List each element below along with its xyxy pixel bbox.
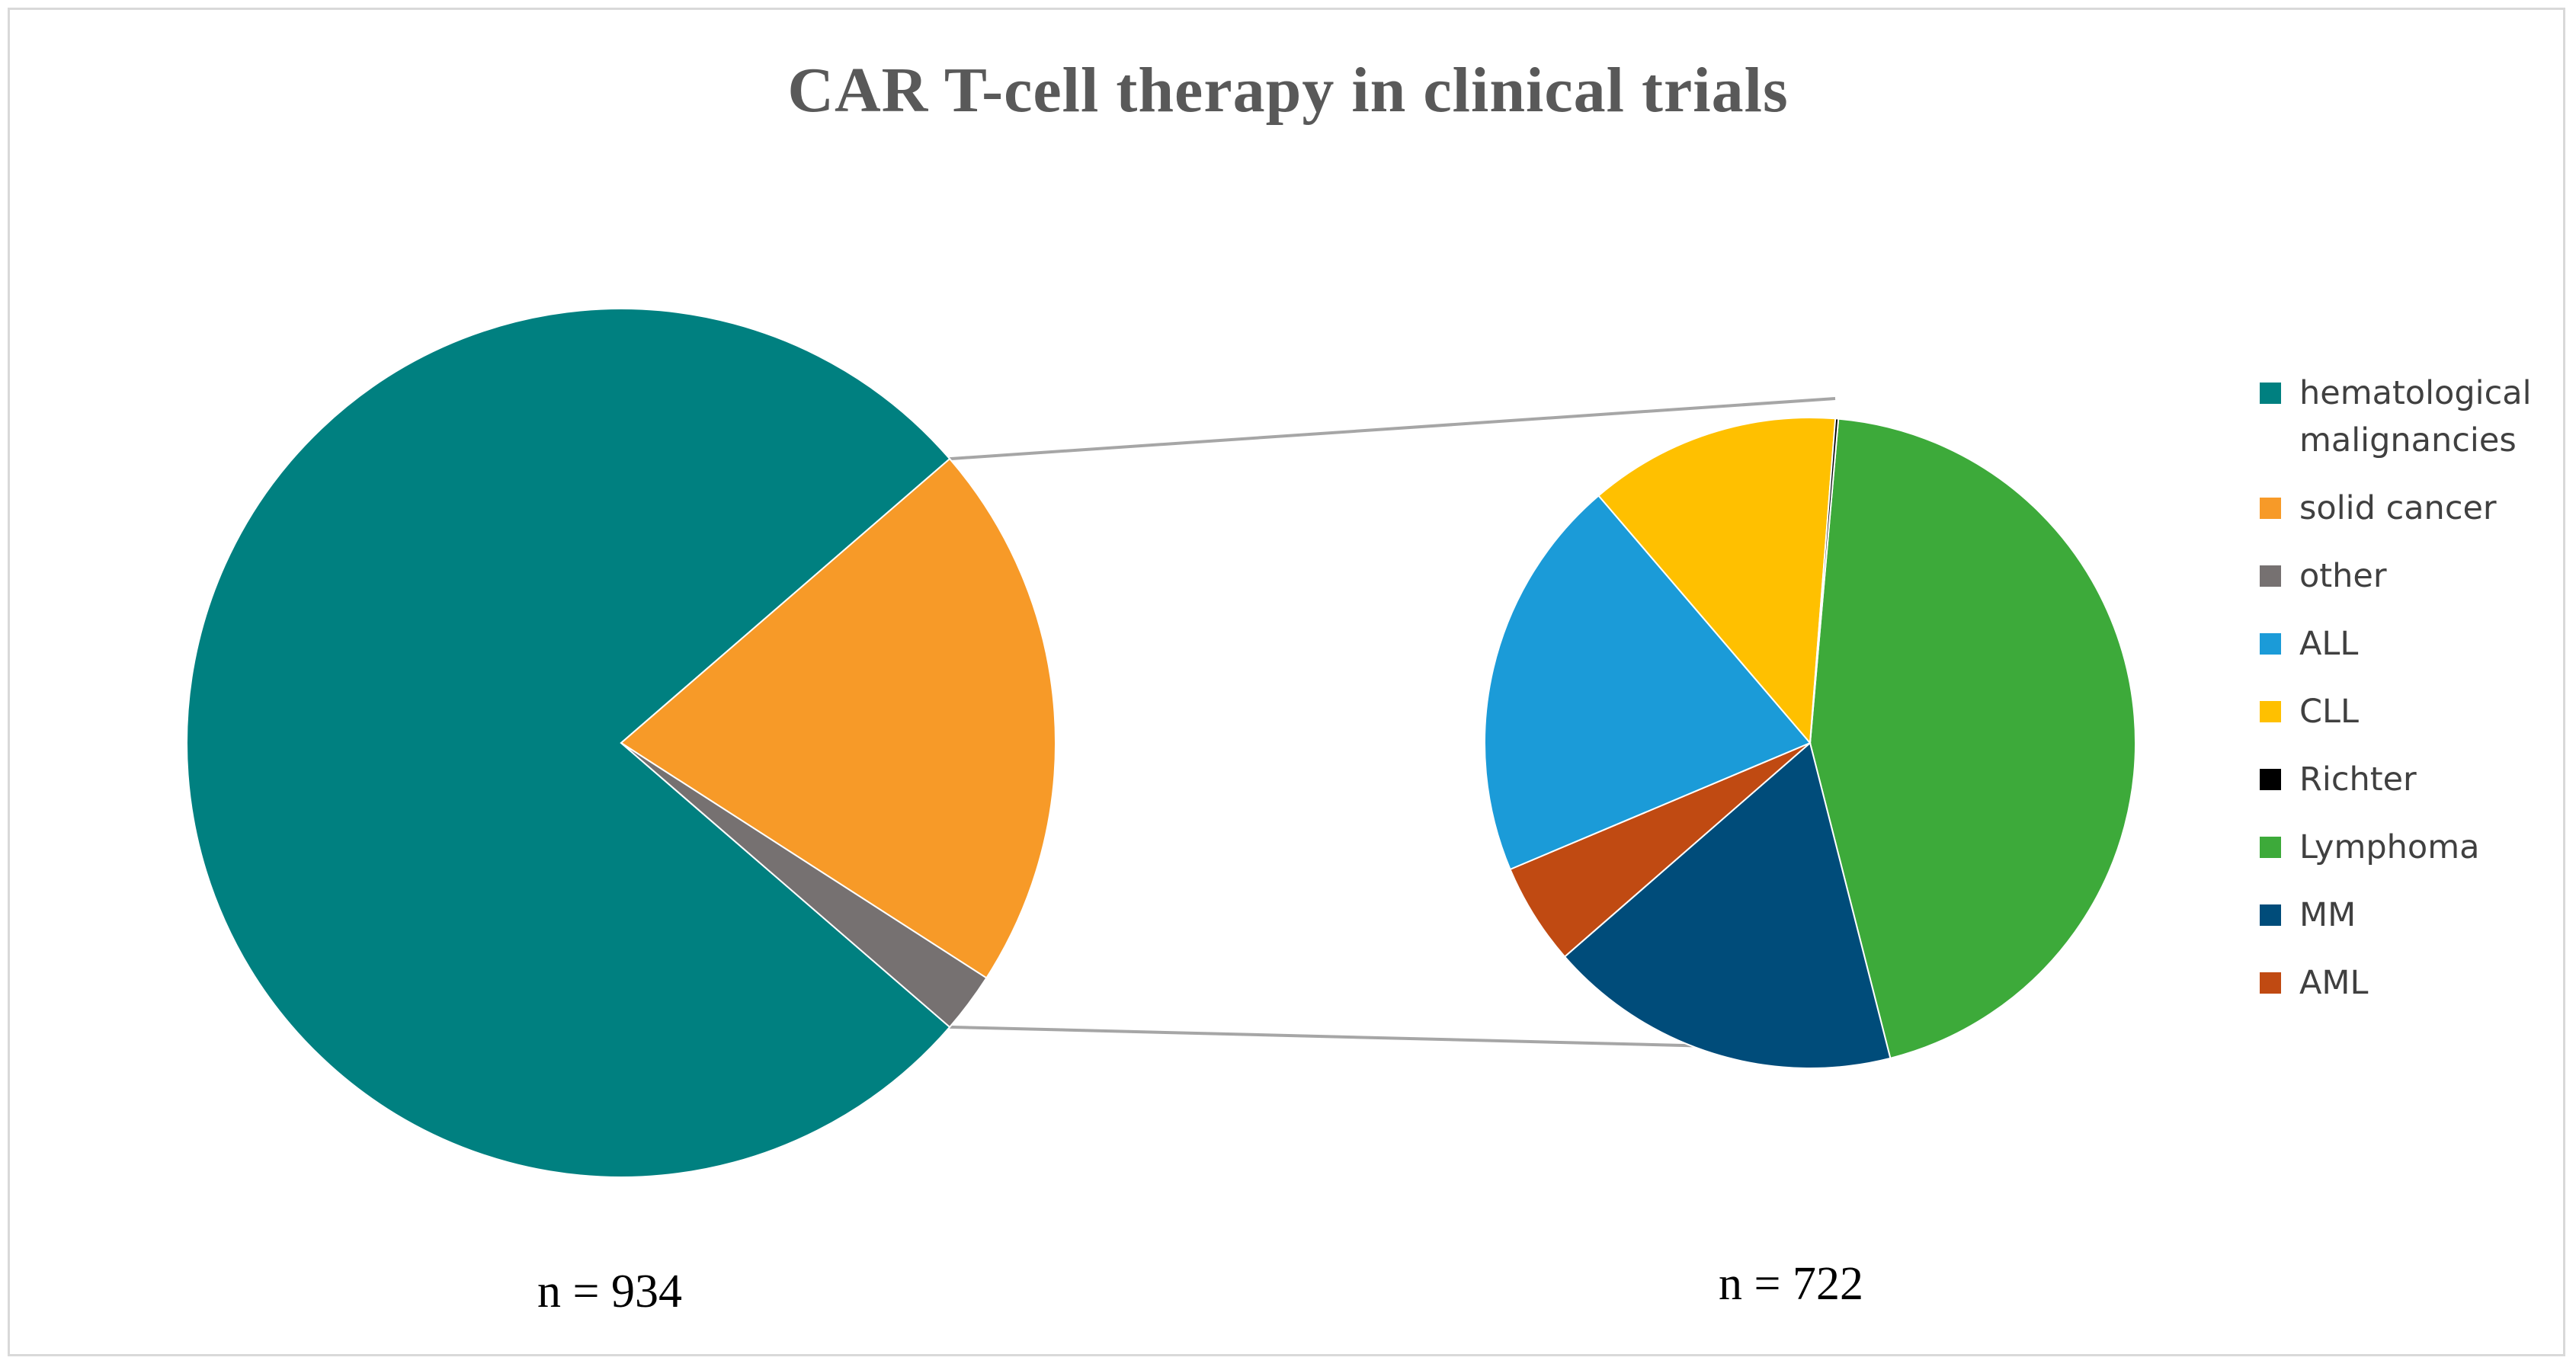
breakdown-slice-lymphoma bbox=[1809, 418, 2137, 1060]
legend-swatch bbox=[2260, 972, 2281, 994]
legend-label: Lymphoma bbox=[2299, 828, 2480, 866]
legend-label: hematological malignancies bbox=[2299, 374, 2532, 459]
legend-swatch bbox=[2260, 701, 2281, 722]
legend-item-cll: CLL bbox=[2260, 688, 2565, 735]
legend-item-richter: Richter bbox=[2260, 756, 2565, 803]
breakdown-slice-all bbox=[1484, 495, 1812, 871]
legend-item-other: other bbox=[2260, 552, 2565, 600]
legend-label: ALL bbox=[2299, 625, 2359, 663]
legend-swatch bbox=[2260, 565, 2281, 587]
main-pie bbox=[186, 308, 1056, 1178]
chart-legend: hematological malignancies solid cancer ot… bbox=[2260, 370, 2565, 1027]
main-pie-n-label: n = 934 bbox=[537, 1266, 682, 1317]
legend-swatch bbox=[2260, 837, 2281, 858]
legend-label: solid cancer bbox=[2299, 489, 2497, 527]
legend-swatch bbox=[2260, 769, 2281, 790]
legend-label: other bbox=[2299, 557, 2387, 595]
legend-item-mm: MM bbox=[2260, 892, 2565, 939]
breakdown-slice-mm bbox=[1563, 741, 1892, 1069]
legend-item-lymphoma: Lymphoma bbox=[2260, 824, 2565, 871]
chart-title: CAR T-cell therapy in clinical trials bbox=[787, 55, 1789, 126]
main-slice-other bbox=[620, 742, 988, 1029]
legend-item-aml: AML bbox=[2260, 959, 2565, 1007]
breakdown-pie bbox=[1484, 416, 2137, 1069]
connector-line-bottom bbox=[950, 1025, 1836, 1051]
connector-lines bbox=[949, 397, 1836, 1051]
legend-item-all: ALL bbox=[2260, 620, 2565, 667]
main-slice-hematological-malignancies bbox=[186, 308, 951, 1178]
legend-label: CLL bbox=[2299, 693, 2359, 731]
legend-label: MM bbox=[2299, 896, 2357, 934]
breakdown-slice-richter bbox=[1809, 418, 1840, 744]
legend-item-solid-cancer: solid cancer bbox=[2260, 485, 2565, 532]
legend-swatch bbox=[2260, 498, 2281, 519]
legend-item-hematological-malignancies: hematological malignancies bbox=[2260, 370, 2565, 464]
connector-line-top bbox=[949, 397, 1836, 461]
legend-label: Richter bbox=[2299, 760, 2417, 799]
main-slice-solid-cancer bbox=[620, 457, 1056, 979]
breakdown-slice-cll bbox=[1597, 416, 1837, 745]
breakdown-pie-n-label: n = 722 bbox=[1719, 1258, 1863, 1310]
legend-swatch bbox=[2260, 904, 2281, 926]
legend-swatch bbox=[2260, 633, 2281, 655]
legend-label: AML bbox=[2299, 964, 2369, 1002]
legend-swatch bbox=[2260, 383, 2281, 404]
